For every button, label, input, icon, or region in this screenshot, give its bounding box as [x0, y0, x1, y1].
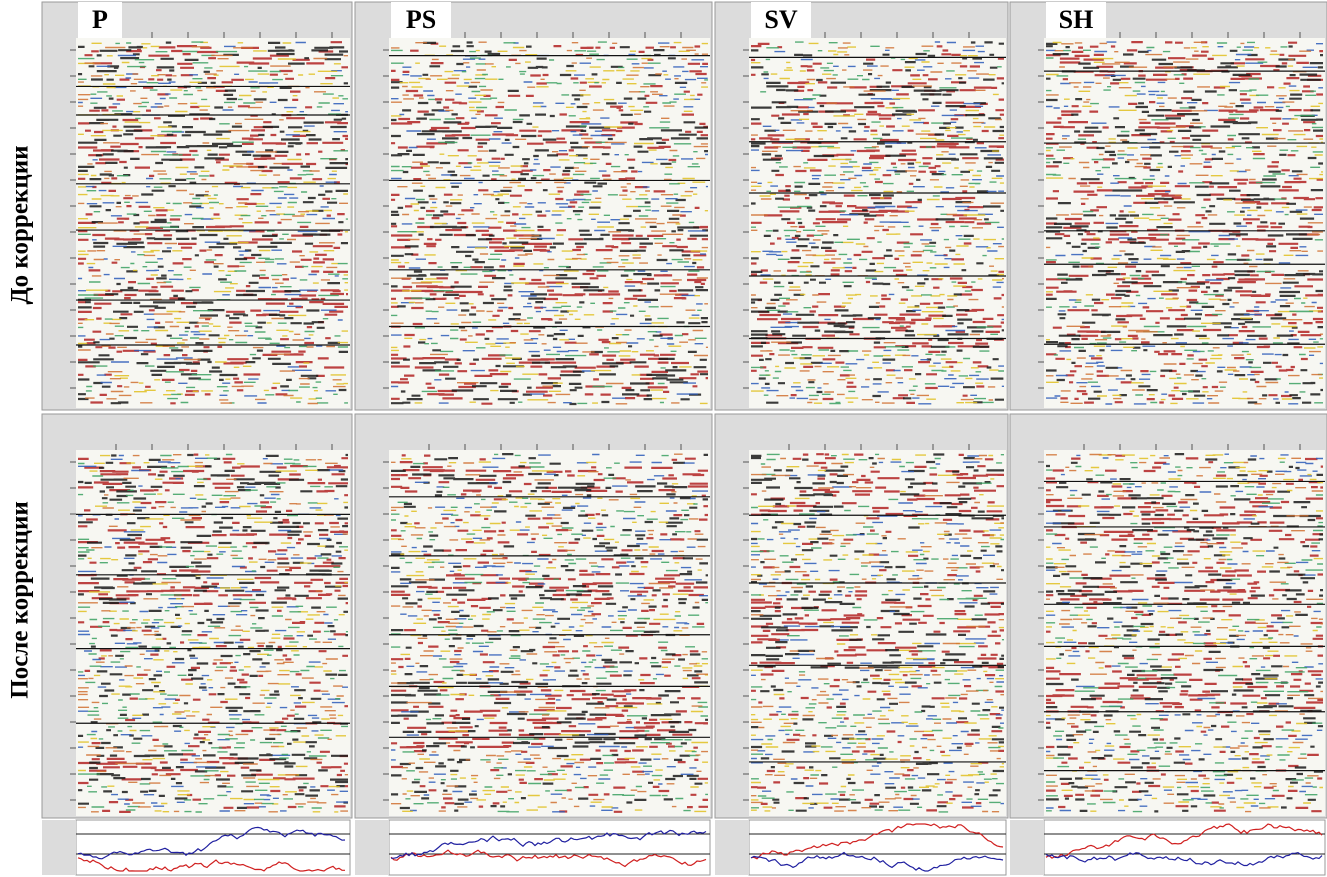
seismic-traces — [1046, 41, 1323, 405]
seismic-traces — [78, 41, 348, 405]
seismic-traces — [1046, 42, 1323, 404]
seismic-traces — [391, 453, 708, 813]
seismic-traces — [751, 453, 1004, 812]
seismic-traces — [1046, 453, 1323, 813]
seismic-traces — [391, 41, 708, 406]
label-box — [1046, 2, 1106, 38]
seismic-traces — [1046, 453, 1323, 812]
static-curve — [750, 823, 1004, 860]
seismic-traces — [78, 454, 348, 813]
seismic-traces — [78, 454, 348, 812]
seismic-traces — [78, 41, 348, 404]
panel-label: PS — [406, 5, 436, 34]
label-box — [391, 2, 451, 38]
seismic-traces — [391, 453, 708, 812]
static-plot-axis — [715, 820, 749, 875]
static-curve — [1045, 851, 1323, 867]
static-plot-axis — [42, 820, 76, 875]
static-plot-axis — [355, 820, 389, 875]
seismic-traces — [391, 453, 708, 813]
seismic-traces — [391, 453, 708, 812]
seismic-traces — [751, 42, 1004, 404]
seismic-traces — [751, 453, 1004, 812]
seismic-traces — [78, 41, 348, 404]
seismic-traces — [751, 454, 1004, 813]
seismic-traces — [391, 41, 708, 405]
seismic-traces — [1046, 41, 1323, 405]
seismic-traces — [751, 41, 1004, 404]
static-plot — [75, 819, 351, 876]
section-area — [389, 450, 710, 816]
seismic-traces — [78, 46, 348, 405]
row-label: До коррекции — [7, 145, 34, 304]
seismic-traces — [78, 453, 348, 813]
static-curve — [1045, 823, 1323, 859]
seismic-traces — [751, 42, 1004, 404]
seismic-traces — [1046, 41, 1323, 405]
panel-label: SH — [1059, 5, 1094, 34]
seismic-traces — [391, 42, 708, 404]
panel-label: SV — [764, 5, 797, 34]
seismic-traces — [391, 41, 708, 405]
section-area — [1044, 450, 1325, 816]
seismic-traces — [391, 41, 708, 405]
seismic-traces — [78, 41, 348, 405]
section-area — [749, 450, 1006, 816]
seismic-traces — [751, 41, 1004, 405]
label-box — [751, 2, 811, 38]
static-plot-axis — [1010, 820, 1044, 875]
static-plot — [388, 819, 711, 876]
static-curve — [77, 857, 345, 872]
static-curve — [390, 849, 707, 868]
panels: P PS SV SH — [41, 1, 1327, 876]
label-box — [78, 2, 122, 38]
panel-label: P — [92, 5, 108, 34]
static-curve — [77, 826, 346, 860]
static-plot — [1043, 819, 1326, 876]
static-curve — [750, 851, 1004, 872]
static-curve — [391, 829, 707, 859]
seismic-traces — [1046, 454, 1323, 812]
seismic-traces — [78, 41, 348, 400]
seismic-traces — [1046, 461, 1323, 813]
row-label: После коррекции — [7, 501, 34, 699]
seismic-traces — [1046, 453, 1323, 813]
static-plot — [748, 819, 1007, 876]
